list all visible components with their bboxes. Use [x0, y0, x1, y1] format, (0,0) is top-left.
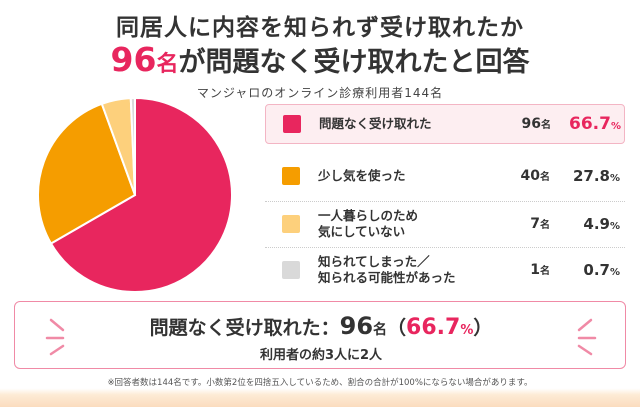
- legend-row-living-alone: 一人暮らしのため 気にしていない 7名 4.9%: [265, 204, 625, 244]
- legend-label: 知られてしまった／ 知られる可能性があった: [318, 253, 456, 285]
- summary-count-unit: 名: [373, 322, 388, 338]
- summary-sub: 利用者の約3人に2人: [259, 348, 383, 363]
- subtitle: マンジャロのオンライン診療利用者144名: [196, 86, 444, 100]
- summary-paren-close: ）: [473, 317, 493, 339]
- pie-chart: [37, 96, 233, 293]
- legend-swatch: [283, 115, 301, 133]
- legend-label: 少し気を使った: [318, 167, 406, 183]
- legend-label: 一人暮らしのため 気にしていない: [318, 207, 419, 239]
- legend-percent: 4.9%: [583, 215, 620, 233]
- legend-swatch: [282, 261, 300, 279]
- legend-swatch: [282, 167, 300, 185]
- footnote: ※回答者数は144名です。小数第2位を四捨五入しているため、割合の合計が100%…: [107, 378, 533, 388]
- sparkle-left-icon: [45, 318, 65, 356]
- summary-box: 問題なく受け取れた：96名（66.7%） 利用者の約3人に2人: [14, 301, 626, 369]
- legend-count: 7名: [530, 216, 550, 232]
- footer-band: [0, 376, 640, 407]
- summary-percent: 66.7: [406, 315, 461, 340]
- summary-label: 問題なく受け取れた：: [149, 317, 340, 339]
- legend-label: 問題なく受け取れた: [319, 115, 432, 131]
- legend-percent: 0.7%: [583, 261, 620, 279]
- summary-headline: 問題なく受け取れた：96名（66.7%）: [15, 312, 627, 340]
- legend-row-received: 問題なく受け取れた 96名 66.7%: [265, 104, 625, 144]
- headline-count-unit: 名: [156, 52, 179, 77]
- headline-text: が問題なく受け取れたと回答: [178, 47, 530, 78]
- legend-count: 96名: [521, 116, 551, 132]
- headline-count: 96: [110, 40, 157, 79]
- legend-count: 40名: [520, 168, 550, 184]
- summary-count: 96: [339, 312, 374, 340]
- legend-row-known: 知られてしまった／ 知られる可能性があった 1名 0.7%: [265, 250, 625, 290]
- legend-divider: [265, 201, 625, 202]
- pie-slice-1: [37, 102, 137, 245]
- legend-count: 1名: [530, 262, 550, 278]
- summary-percent-unit: %: [460, 323, 474, 338]
- summary-paren-open: （: [387, 317, 407, 339]
- legend-swatch: [282, 215, 300, 233]
- legend-percent: 66.7%: [569, 114, 621, 134]
- legend-row-careful: 少し気を使った 40名 27.8%: [265, 156, 625, 196]
- legend-divider: [265, 247, 625, 248]
- pie-slice-3: [129, 96, 136, 196]
- legend-percent: 27.8%: [572, 167, 620, 185]
- sparkle-right-icon: [577, 318, 597, 356]
- title-line-2: 96名が問題なく受け取れたと回答: [0, 40, 640, 79]
- pie-slice-0: [49, 96, 233, 293]
- title-line-1: 同居人に内容を知られず受け取れたか: [116, 15, 524, 41]
